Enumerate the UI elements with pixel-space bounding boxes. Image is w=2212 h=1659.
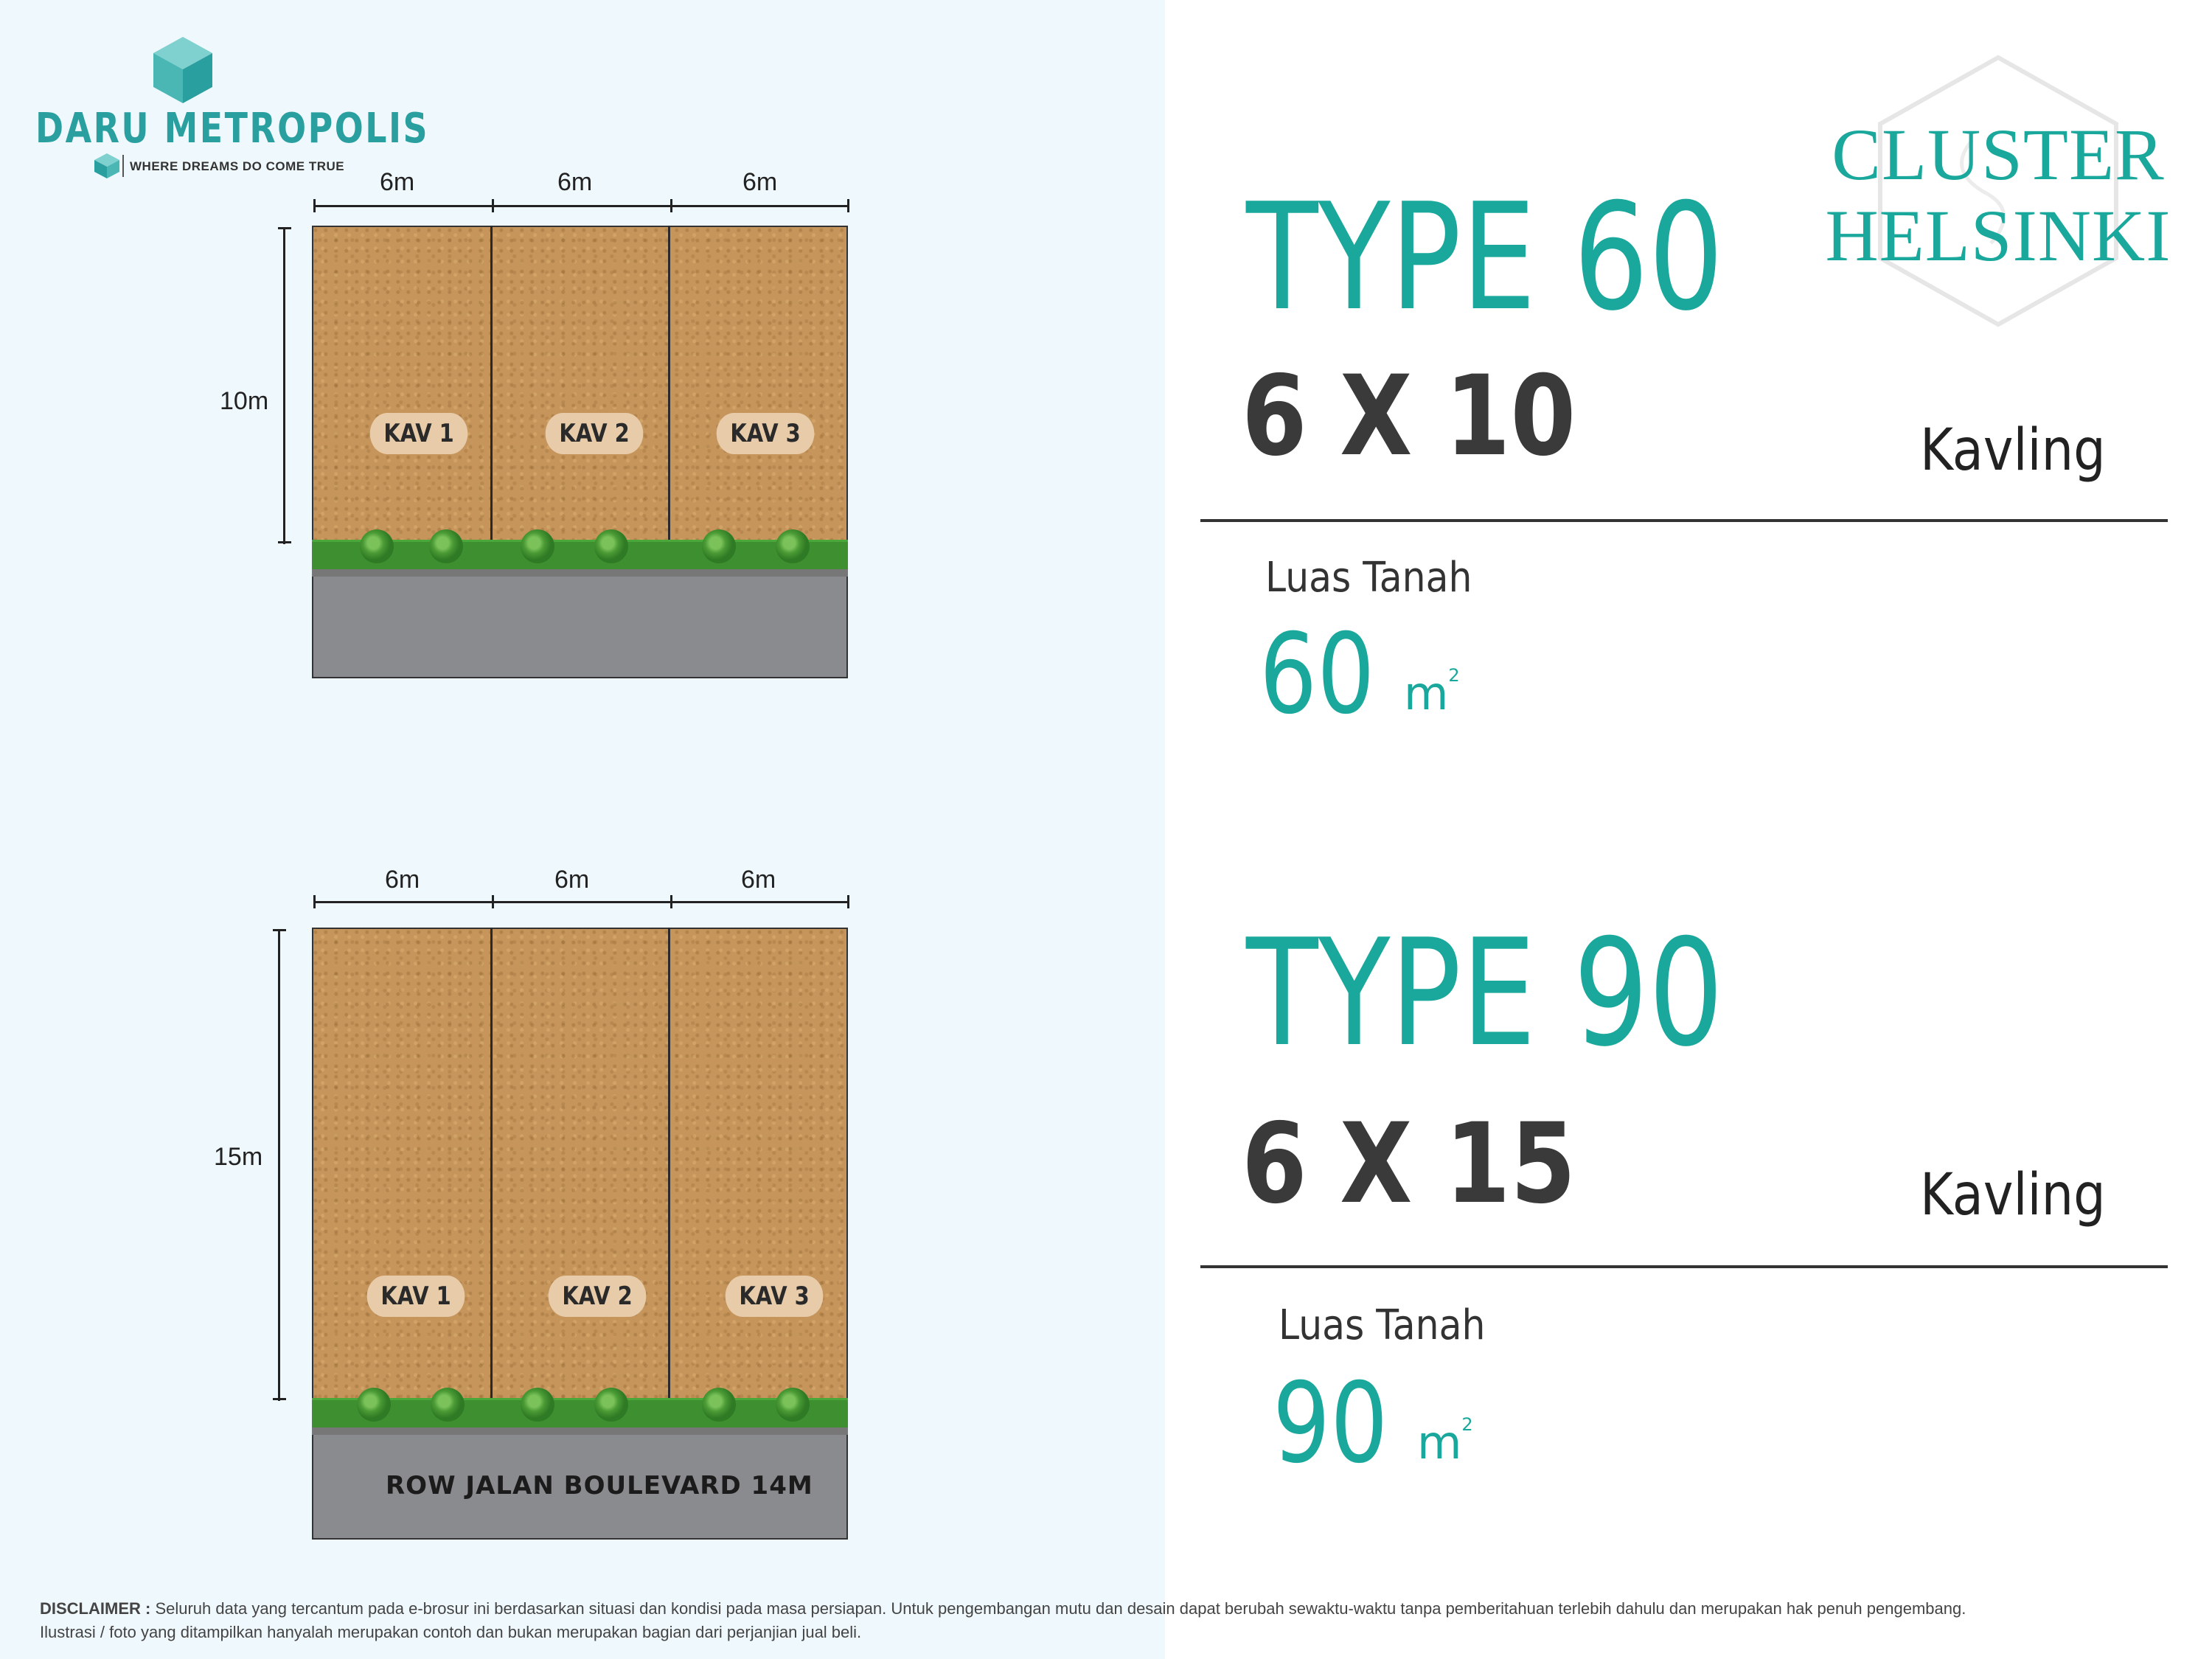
dimension-tick — [273, 1398, 286, 1400]
shrub — [521, 529, 554, 563]
dimension-tick — [278, 541, 291, 543]
width-label-1: 6m — [385, 866, 420, 894]
cluster-helsinki-emblem: CLUSTER HELSINKI — [1821, 44, 2175, 339]
shrub — [594, 1388, 628, 1422]
disclaimer-line-2: Ilustrasi / foto yang ditampilkan hanyal… — [40, 1623, 862, 1641]
type-60-divider — [1200, 519, 2168, 522]
dimension-tick — [313, 895, 316, 908]
lot-label-kav-1: KAV 1 — [366, 1276, 465, 1317]
type-60-dimensions: 6 X 10 — [1242, 352, 1576, 481]
dimension-tick — [670, 895, 672, 908]
disclaimer: DISCLAIMER : Seluruh data yang tercantum… — [40, 1597, 2178, 1644]
type-60-title: TYPE 60 — [1246, 172, 1724, 344]
grass-strip — [312, 540, 848, 569]
cluster-line-2: HELSINKI — [1825, 195, 2171, 276]
type-60-luas-unit: m2 — [1404, 665, 1460, 720]
lot-area — [312, 226, 848, 541]
lot-divider — [668, 226, 670, 571]
width-label-3: 6m — [741, 866, 776, 894]
width-label-3: 6m — [742, 168, 778, 196]
disclaimer-line-1: Seluruh data yang tercantum pada e-brosu… — [150, 1599, 1966, 1618]
dimension-tick — [492, 895, 494, 908]
width-dimension-line — [313, 205, 849, 207]
lot-divider — [490, 226, 493, 571]
lot-label-kav-1: KAV 1 — [369, 413, 468, 454]
dimension-tick — [492, 199, 494, 212]
lot-divider — [668, 928, 670, 1429]
lot-divider — [490, 928, 493, 1429]
cluster-line-1: CLUSTER — [1832, 114, 2165, 195]
small-cube-icon — [94, 153, 119, 178]
shrub — [702, 529, 736, 563]
dimension-tick — [847, 199, 849, 212]
logo-tagline: WHERE DREAMS DO COME TRUE — [130, 159, 345, 173]
shrub — [360, 529, 394, 563]
shrub — [431, 1388, 465, 1422]
disclaimer-label: DISCLAIMER : — [40, 1599, 151, 1618]
type-90-luas-unit: m2 — [1417, 1414, 1473, 1470]
depth-label: 10m — [220, 387, 269, 415]
type-60-kavling-label: Kavling — [1920, 417, 2106, 484]
dimension-tick — [278, 227, 291, 229]
road — [312, 1435, 848, 1540]
type-90-title: TYPE 90 — [1246, 908, 1724, 1079]
type-90-divider — [1200, 1265, 2168, 1268]
curb — [312, 1427, 848, 1435]
cube-icon — [153, 37, 212, 103]
lot-label-kav-3: KAV 3 — [716, 413, 815, 454]
type-90-dimensions: 6 X 15 — [1242, 1100, 1576, 1228]
shrub — [702, 1388, 736, 1422]
type-60-luas-label: Luas Tanah — [1265, 554, 1472, 602]
daru-metropolis-logo: DARU METROPOLIS WHERE DREAMS DO COME TRU… — [35, 37, 428, 184]
type-90-luas-label: Luas Tanah — [1279, 1301, 1486, 1349]
shrub — [776, 529, 810, 563]
lot-label-kav-2: KAV 2 — [548, 1276, 647, 1317]
type-60-luas-value: 60 — [1259, 611, 1375, 739]
shrub — [521, 1388, 554, 1422]
width-dimension-line — [313, 901, 849, 903]
hexagon-watermark-icon — [1878, 55, 2118, 327]
grass-strip — [312, 1398, 848, 1427]
width-label-2: 6m — [554, 866, 590, 894]
depth-dimension-line — [283, 227, 285, 544]
shrub — [594, 529, 628, 563]
depth-label: 15m — [214, 1143, 263, 1171]
curb — [312, 569, 848, 577]
type-90-luas-value: 90 — [1273, 1360, 1388, 1488]
lot-label-kav-3: KAV 3 — [725, 1276, 824, 1317]
dimension-tick — [273, 929, 286, 931]
lot-label-kav-2: KAV 2 — [545, 413, 644, 454]
shrub — [357, 1388, 391, 1422]
shrub — [776, 1388, 810, 1422]
logo-name: DARU METROPOLIS — [35, 105, 430, 153]
width-label-1: 6m — [380, 168, 415, 196]
type-90-kavling-label: Kavling — [1920, 1162, 2106, 1228]
shrub — [429, 529, 463, 563]
road — [312, 577, 848, 678]
lot-area — [312, 928, 848, 1399]
dimension-tick — [847, 895, 849, 908]
dimension-tick — [670, 199, 672, 212]
depth-dimension-line — [278, 929, 280, 1401]
road-label: ROW JALAN BOULEVARD 14M — [386, 1471, 813, 1500]
dimension-tick — [313, 199, 316, 212]
logo-separator — [122, 155, 124, 177]
width-label-2: 6m — [557, 168, 593, 196]
